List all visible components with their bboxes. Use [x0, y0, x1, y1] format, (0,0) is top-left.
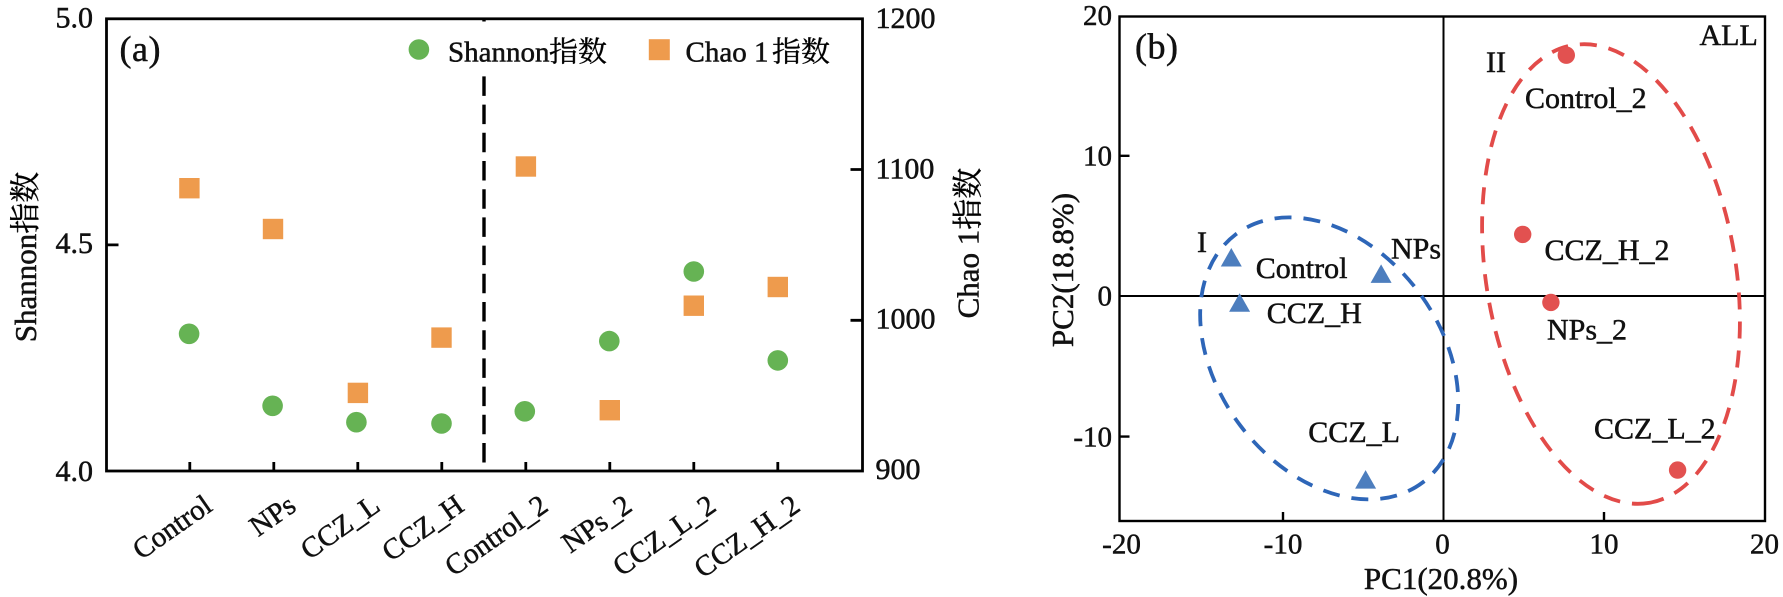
svg-text:II: II [1486, 46, 1506, 79]
svg-text:1100: 1100 [876, 153, 935, 186]
svg-text:1200: 1200 [876, 2, 936, 35]
svg-text:10: 10 [1590, 529, 1619, 561]
svg-text:5.0: 5.0 [56, 2, 94, 35]
svg-text:Shannon: Shannon [448, 37, 550, 69]
svg-text:0: 0 [1098, 281, 1113, 313]
svg-text:NPs_2: NPs_2 [1547, 314, 1627, 347]
svg-text:(b): (b) [1135, 27, 1178, 67]
svg-text:1000: 1000 [876, 303, 936, 336]
svg-text:20: 20 [1750, 529, 1779, 561]
svg-text:Shannon: Shannon [8, 233, 43, 342]
svg-text:NPs: NPs [1391, 232, 1441, 265]
svg-text:CCZ_L: CCZ_L [1308, 416, 1400, 449]
svg-text:Chao 1: Chao 1 [951, 230, 986, 319]
svg-text:4.0: 4.0 [56, 455, 94, 488]
svg-text:ALL: ALL [1700, 19, 1758, 52]
svg-text:Control: Control [1256, 252, 1348, 285]
svg-text:0: 0 [1435, 529, 1450, 561]
svg-text:CCZ_H: CCZ_H [1267, 297, 1362, 330]
svg-text:PC1(20.8%): PC1(20.8%) [1364, 561, 1518, 596]
svg-text:Chao 1: Chao 1 [686, 37, 769, 69]
svg-text:-10: -10 [1073, 421, 1112, 453]
svg-text:-20: -20 [1102, 529, 1141, 561]
svg-text:10: 10 [1083, 141, 1112, 173]
svg-text:CCZ_L_2: CCZ_L_2 [1594, 413, 1716, 446]
svg-text:PC2(18.8%): PC2(18.8%) [1045, 193, 1080, 347]
svg-text:CCZ_H_2: CCZ_H_2 [1545, 234, 1670, 267]
svg-text:-10: -10 [1264, 529, 1303, 561]
svg-text:I: I [1197, 226, 1207, 259]
svg-text:Control_2: Control_2 [1525, 82, 1647, 115]
svg-text:4.5: 4.5 [56, 227, 94, 260]
svg-text:(a): (a) [120, 29, 161, 69]
svg-text:20: 20 [1083, 0, 1112, 32]
svg-text:900: 900 [876, 453, 921, 486]
